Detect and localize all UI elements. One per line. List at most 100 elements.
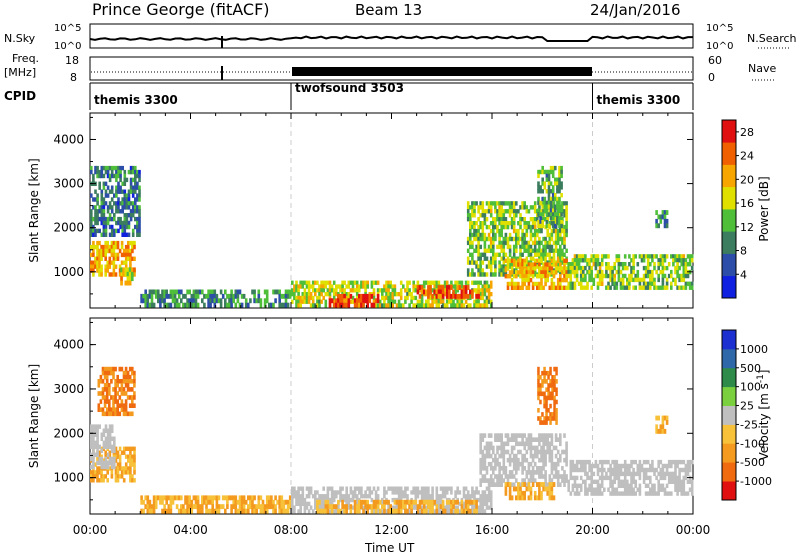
heatmap-cell [339,302,342,308]
heatmap-cell [556,437,560,442]
heatmap-cell [506,433,510,438]
heatmap-cell [117,216,120,222]
heatmap-cell [544,437,547,442]
heatmap-cell [448,285,451,290]
heatmap-cell [410,504,413,510]
heatmap-cell [584,258,587,263]
heatmap-cell [586,269,589,275]
heatmap-cell [120,366,124,372]
heatmap-cell [412,288,415,293]
heatmap-cell [479,205,482,210]
heatmap-cell [464,504,468,510]
heatmap-cell [496,478,499,483]
heatmap-cell [498,228,501,234]
heatmap-cell [399,499,403,505]
heatmap-cell [533,437,537,442]
heatmap-cell [565,478,568,483]
heatmap-cell [345,497,348,503]
heatmap-cell [387,288,390,293]
heatmap-cell [545,416,548,421]
heatmap-cell [96,209,99,214]
heatmap-cell [492,217,495,222]
heatmap-cell [427,486,430,491]
heatmap-cell [617,269,621,275]
heatmap-cell [207,495,210,501]
heatmap-cell [510,437,514,442]
heatmap-cell [651,273,654,279]
heatmap-cell [272,499,275,505]
heatmap-cell [690,281,694,286]
heatmap-cell [521,437,524,442]
heatmap-cell [366,302,369,308]
heatmap-cell [546,433,549,438]
heatmap-cell [682,479,686,484]
heatmap-cell [690,254,694,259]
heatmap-cell [127,454,130,459]
heatmap-cell [339,497,342,503]
heatmap-cell [603,475,606,481]
heatmap-cell [653,262,656,267]
heatmap-cell [487,201,491,206]
heatmap-cell [545,200,549,206]
heatmap-cell [525,228,529,234]
heatmap-cell [102,197,106,202]
heatmap-cell [184,495,187,501]
heatmap-cell [295,501,298,506]
heatmap-cell [101,387,105,392]
heatmap-cell [563,478,566,483]
heatmap-cell [481,252,485,257]
heatmap-cell [540,437,543,442]
heatmap-cell [124,454,128,459]
heatmap-cell [314,303,317,308]
heatmap-cell [378,288,382,293]
heatmap-cell [136,185,139,190]
heatmap-cell [605,285,608,290]
heatmap-cell [282,302,286,308]
heatmap-cell [533,262,537,267]
heatmap-cell [504,224,508,230]
heatmap-cell [311,303,315,308]
heatmap-cell [628,277,631,283]
heatmap-cell [335,284,338,289]
heatmap-cell [506,482,510,487]
heatmap-cell [94,220,97,226]
heatmap-cell [448,505,451,510]
heatmap-cell [146,504,150,510]
heatmap-cell [362,280,365,285]
heatmap-cell [299,486,302,491]
heatmap-cell [547,185,551,190]
heatmap-cell [632,475,635,481]
heatmap-cell [663,285,667,290]
heatmap-cell [504,217,508,222]
heatmap-cell [94,228,97,234]
heatmap-cell [473,236,476,242]
heatmap-cell [527,437,531,442]
heatmap-cell [584,467,587,473]
heatmap-cell [113,440,116,446]
heatmap-cell [575,254,579,259]
heatmap-cell [539,383,542,388]
heatmap-cell [598,467,602,473]
heatmap-cell [466,508,470,514]
heatmap-cell [106,428,110,433]
heatmap-cell [665,483,669,488]
heatmap-cell [485,284,489,289]
heatmap-cell [543,204,547,209]
heatmap-cell [126,379,130,384]
heatmap-cell [577,262,581,267]
heatmap-cell [98,456,101,462]
heatmap-cell [540,274,543,279]
heatmap-cell [280,302,284,308]
heatmap-cell [364,494,367,499]
heatmap-cell [152,289,156,295]
heatmap-cell [305,280,309,285]
heatmap-cell [502,260,506,265]
heatmap-cell [240,508,244,514]
heatmap-cell [548,262,552,267]
heatmap-cell [582,467,585,473]
heatmap-cell [496,449,499,455]
heatmap-cell [309,284,313,289]
heatmap-cell [663,258,667,263]
heatmap-cell [460,289,464,295]
heatmap-cell [126,267,130,273]
